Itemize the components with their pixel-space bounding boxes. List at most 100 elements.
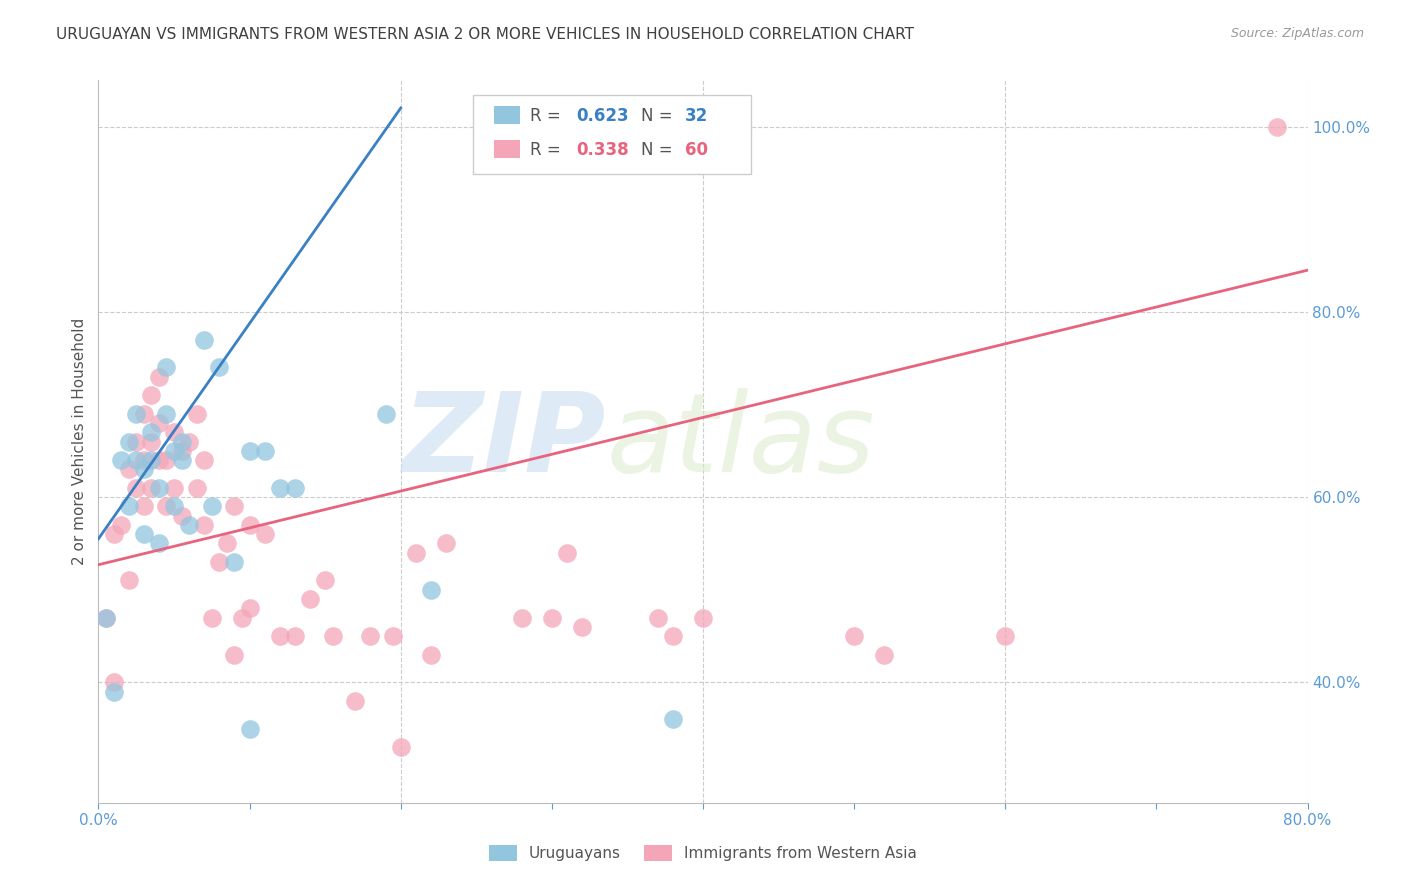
Point: [163, 425, 186, 440]
Point: [103, 684, 125, 698]
FancyBboxPatch shape: [494, 140, 520, 158]
Point: [118, 574, 141, 588]
Text: 0.338: 0.338: [576, 141, 628, 159]
Point: [94, 610, 117, 624]
Point: [179, 434, 201, 449]
Point: [148, 536, 170, 550]
Point: [420, 582, 443, 597]
Point: [201, 610, 224, 624]
Point: [510, 610, 533, 624]
Text: 60: 60: [685, 141, 707, 159]
Point: [155, 453, 177, 467]
Point: [170, 453, 193, 467]
Point: [201, 500, 224, 514]
Point: [555, 546, 578, 560]
Point: [148, 416, 170, 430]
Point: [193, 333, 215, 347]
Point: [186, 481, 208, 495]
Point: [239, 722, 262, 736]
Point: [186, 407, 208, 421]
Point: [314, 574, 336, 588]
Point: [661, 629, 683, 643]
Point: [163, 481, 186, 495]
Point: [125, 453, 148, 467]
Point: [170, 508, 193, 523]
Point: [148, 481, 170, 495]
Point: [132, 453, 155, 467]
Point: [322, 629, 344, 643]
Point: [661, 713, 683, 727]
Text: 0.623: 0.623: [576, 107, 628, 125]
Text: Source: ZipAtlas.com: Source: ZipAtlas.com: [1230, 27, 1364, 40]
Point: [125, 481, 148, 495]
Point: [141, 453, 163, 467]
Point: [253, 527, 276, 541]
Point: [360, 629, 382, 643]
Point: [994, 629, 1017, 643]
Point: [141, 481, 163, 495]
Point: [94, 610, 117, 624]
Text: URUGUAYAN VS IMMIGRANTS FROM WESTERN ASIA 2 OR MORE VEHICLES IN HOUSEHOLD CORREL: URUGUAYAN VS IMMIGRANTS FROM WESTERN ASI…: [56, 27, 914, 42]
Point: [382, 629, 405, 643]
Text: R =: R =: [530, 141, 567, 159]
Point: [148, 453, 170, 467]
Point: [389, 740, 412, 755]
Point: [163, 443, 186, 458]
FancyBboxPatch shape: [474, 95, 751, 174]
Point: [132, 462, 155, 476]
Point: [269, 629, 291, 643]
Point: [132, 407, 155, 421]
Point: [224, 555, 246, 569]
Point: [163, 500, 186, 514]
Point: [155, 407, 177, 421]
Point: [193, 517, 215, 532]
Point: [224, 648, 246, 662]
Point: [269, 481, 291, 495]
Point: [344, 694, 367, 708]
Point: [110, 517, 132, 532]
Point: [155, 360, 177, 375]
Text: 32: 32: [685, 107, 709, 125]
Point: [224, 500, 246, 514]
Point: [141, 388, 163, 402]
Point: [844, 629, 866, 643]
Point: [647, 610, 669, 624]
Point: [253, 443, 276, 458]
Point: [374, 407, 396, 421]
Point: [148, 369, 170, 384]
Text: R =: R =: [530, 107, 567, 125]
Point: [571, 620, 593, 634]
Point: [103, 527, 125, 541]
Point: [141, 434, 163, 449]
Point: [208, 555, 231, 569]
Point: [110, 453, 132, 467]
Point: [118, 500, 141, 514]
Point: [179, 517, 201, 532]
Point: [434, 536, 457, 550]
Point: [873, 648, 896, 662]
Point: [132, 500, 155, 514]
Point: [239, 517, 262, 532]
Text: N =: N =: [641, 141, 678, 159]
Text: atlas: atlas: [606, 388, 875, 495]
Text: ZIP: ZIP: [402, 388, 606, 495]
Point: [118, 434, 141, 449]
Point: [284, 481, 307, 495]
Point: [405, 546, 427, 560]
Point: [141, 425, 163, 440]
Point: [103, 675, 125, 690]
Y-axis label: 2 or more Vehicles in Household: 2 or more Vehicles in Household: [72, 318, 87, 566]
Point: [155, 500, 177, 514]
FancyBboxPatch shape: [494, 106, 520, 124]
Point: [540, 610, 562, 624]
Point: [239, 443, 262, 458]
Point: [118, 462, 141, 476]
Point: [208, 360, 231, 375]
Legend: Uruguayans, Immigrants from Western Asia: Uruguayans, Immigrants from Western Asia: [484, 839, 922, 867]
Point: [193, 453, 215, 467]
Point: [239, 601, 262, 615]
Point: [231, 610, 253, 624]
Text: N =: N =: [641, 107, 678, 125]
Point: [125, 407, 148, 421]
Point: [215, 536, 238, 550]
